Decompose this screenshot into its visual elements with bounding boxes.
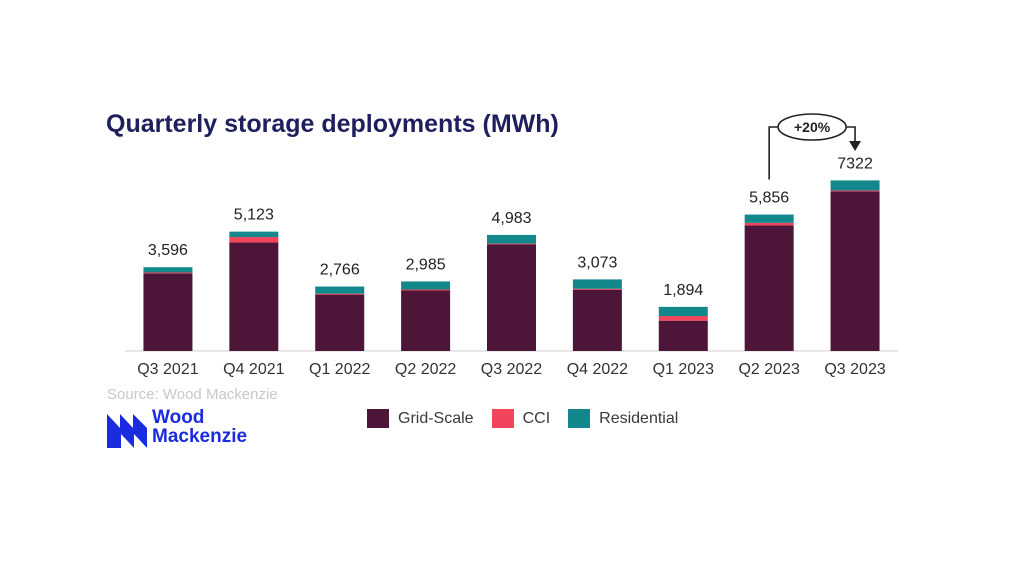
bar-segment-cci-q3-2023 [830,190,880,192]
bar-segment-grid-scale-q2-2023 [744,225,794,351]
total-label: 3,073 [577,254,617,271]
logo-mark-icon [107,414,147,448]
total-label: 5,856 [749,190,789,207]
bar-segment-grid-scale-q1-2023 [658,320,708,351]
bar-segment-cci-q1-2022 [315,293,365,295]
bar-segment-residential-q4-2021 [229,231,279,238]
logo-line-2: Mackenzie [152,426,248,447]
bar-segment-grid-scale-q4-2021 [229,242,279,351]
bar-segment-grid-scale-q3-2022 [487,244,536,351]
bars-layer [125,180,898,352]
legend-label-cci: CCI [522,409,551,427]
total-label: 2,766 [320,262,360,279]
annotation-bubble [777,113,847,141]
x-tick-label: Q2 2023 [738,361,799,378]
legend-label-grid-scale: Grid-Scale [398,409,474,427]
annotation-text: +20% [794,119,831,135]
legend-item-cci: CCI [491,409,551,428]
legend: Grid-Scale CCI Residential [367,409,696,428]
x-tick-label: Q2 2022 [395,361,456,378]
bar-segment-grid-scale-q1-2022 [315,294,365,351]
bar-segment-cci-q1-2023 [658,316,708,321]
wood-mackenzie-logo: Wood Mackenzie [107,408,277,450]
bar-segment-residential-q4-2022 [572,279,622,289]
legend-swatch-cci [491,409,514,428]
x-tick-label: Q3 2023 [824,361,885,378]
x-tick-label: Q4 2021 [223,361,284,378]
total-label: 7322 [837,155,873,172]
labels-layer: Q3 2021 3,596 Q4 2021 5,123 Q1 2022 2,766 Q2 2… [137,155,886,378]
legend-label-residential: Residential [599,409,679,427]
bar-segment-cci-q2-2022 [401,289,451,291]
x-tick-label: Q1 2022 [309,361,370,378]
total-label: 1,894 [663,282,703,299]
bar-segment-residential-q2-2023 [744,214,794,223]
legend-item-grid-scale: Grid-Scale [367,409,474,428]
total-label: 2,985 [406,256,446,273]
bar-segment-residential-q3-2021 [143,267,193,273]
x-tick-label: Q3 2021 [137,361,198,378]
x-tick-label: Q1 2023 [653,361,714,378]
source-note: Source: Wood Mackenzie [107,386,278,403]
total-label: 4,983 [491,210,531,227]
x-tick-label: Q4 2022 [567,361,628,378]
bar-segment-cci-q4-2021 [229,237,279,243]
bar-segment-residential-q3-2022 [487,234,536,244]
x-tick-label: Q3 2022 [481,361,542,378]
bar-segment-residential-q1-2023 [658,306,708,317]
legend-item-residential: Residential [568,409,678,428]
bar-segment-residential-q2-2022 [401,281,451,290]
bar-segment-grid-scale-q2-2022 [401,290,451,351]
bar-segment-grid-scale-q3-2023 [830,191,880,351]
logo-text: Wood Mackenzie [152,408,247,446]
annotation-arrowhead [849,141,862,151]
bar-segment-residential-q1-2022 [315,286,365,294]
legend-swatch-residential [568,409,591,428]
bar-segment-cci-q3-2021 [143,272,193,274]
logo-line-1: Wood [152,407,205,428]
chart-title: Quarterly storage deployments (MWh) [106,110,559,138]
bar-segment-cci-q3-2022 [487,243,536,245]
bar-segment-cci-q2-2023 [744,222,794,226]
bar-segment-cci-q4-2022 [572,288,622,290]
bar-segment-grid-scale-q3-2021 [143,273,193,351]
legend-swatch-grid-scale [367,409,389,428]
bar-segment-residential-q3-2023 [830,180,880,191]
total-label: 5,123 [234,207,274,224]
growth-annotation: +20% [768,113,862,180]
total-label: 3,596 [148,242,188,259]
bar-segment-grid-scale-q4-2022 [572,289,622,351]
